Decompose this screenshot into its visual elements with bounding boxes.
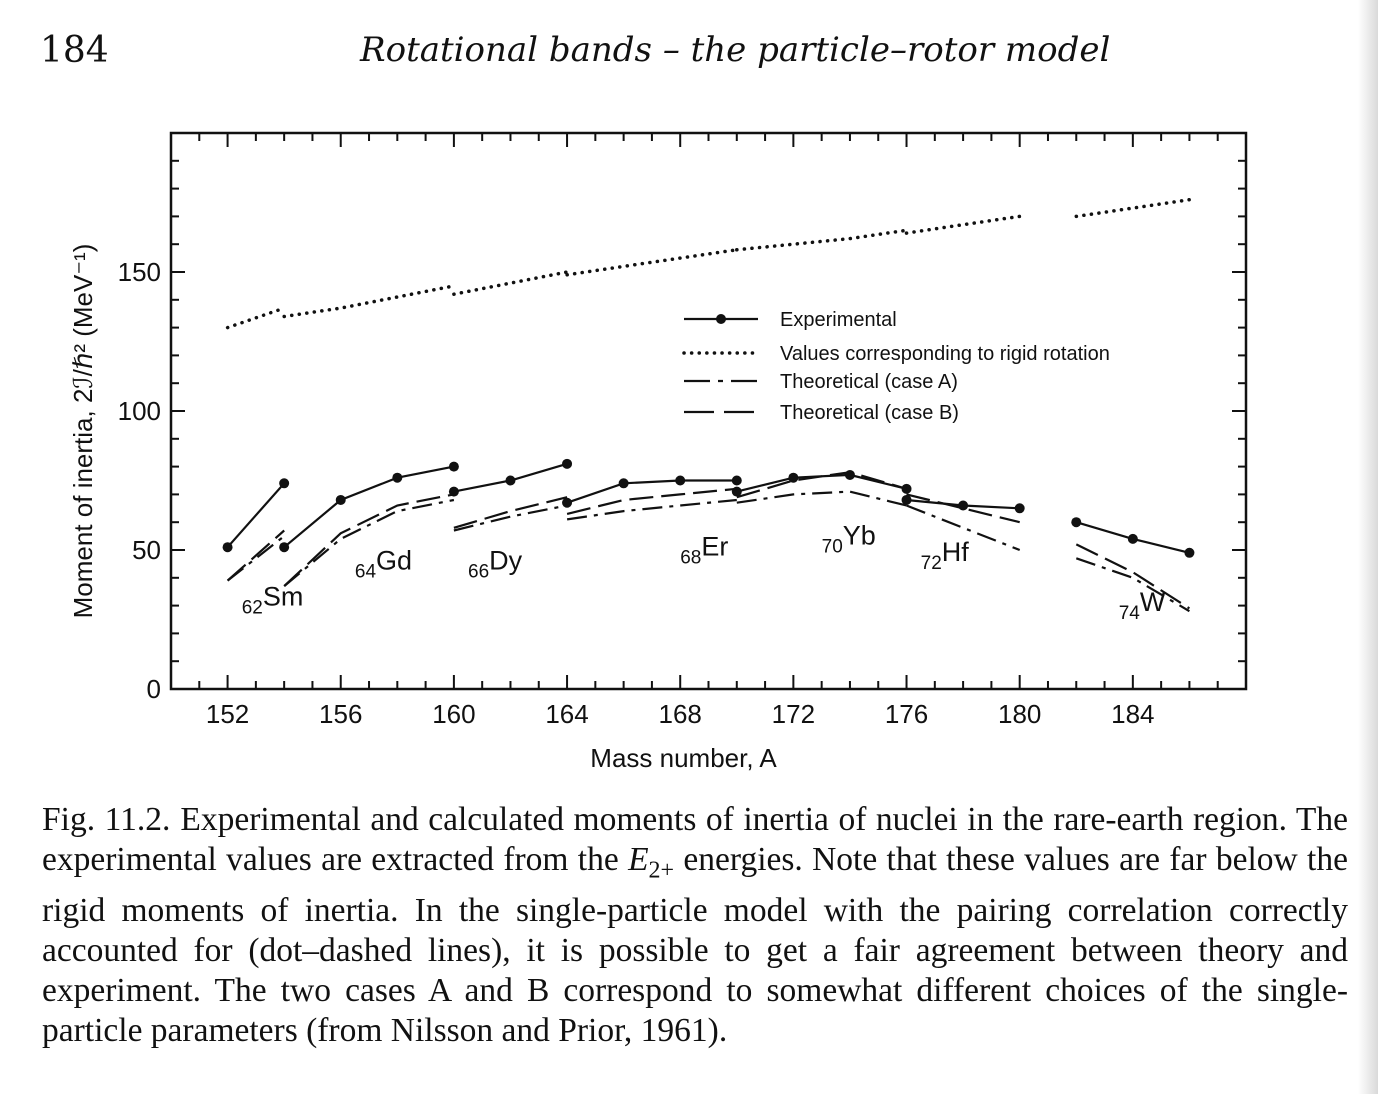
x-tick-label: 172 [772,699,815,729]
x-tick-label: 180 [998,699,1041,729]
rigid-line [565,248,739,277]
caseA-line [736,490,907,507]
caseB-line [453,496,568,529]
experimental-point [1127,533,1138,544]
x-tick-label: 156 [319,699,362,729]
caseB-line [226,529,285,582]
x-tick-label: 184 [1111,699,1154,729]
rigid-line [735,228,909,252]
experimental-line [226,482,286,548]
experimental-point [222,542,233,553]
rigid-line [225,306,286,330]
experimental-point [901,483,912,494]
x-axis-label: Mass number, A [590,743,777,773]
element-label: 64Gd [355,545,412,582]
experimental-point [335,494,346,505]
caseB-line [1075,543,1190,610]
experimental-line [283,465,455,549]
rigid-line [452,270,569,296]
experimental-line [566,479,737,504]
caseA-line [1075,557,1190,613]
running-head: Rotational bands – the particle–rotor mo… [360,30,1111,70]
caseB-line [736,471,907,499]
energy-subscript: 2+ [648,857,675,884]
x-tick-label: 160 [432,699,475,729]
figure-caption: Fig. 11.2. Experimental and calculated mo… [42,800,1348,1051]
caseB-line [283,493,455,587]
legend-label: Theoretical (case A) [780,371,958,393]
y-tick-label: 50 [132,535,161,565]
caseA-line [283,498,455,587]
experimental-point [788,472,799,483]
page-edge-shadow [1358,0,1378,1094]
caseA-line [566,498,737,521]
experimental-point [279,542,290,553]
caption-text-before: Experimental and calculated moments of i… [42,801,1348,878]
experimental-point [731,475,742,486]
element-label: 72Hf [921,537,970,574]
caseA-line [453,504,568,532]
rigid-line [904,214,1022,235]
figure-label: Fig. 11.2. [42,801,171,838]
rigid-line [282,284,456,319]
legend-marker [716,314,726,324]
moment-of-inertia-chart: 152 156 160 164 168 172 176 180 184 0 50 100 150 Mass… [68,131,1248,773]
element-label: 66Dy [468,545,523,582]
experimental-point [279,478,290,489]
energy-symbol: E [628,841,649,878]
element-label: 70Yb [822,520,876,557]
experimental-point [901,494,912,505]
element-label: 62Sm [242,582,304,619]
caseB-line [906,493,1020,524]
experimental-point [505,475,516,486]
page-number: 184 [40,30,109,71]
experimental-point [1071,517,1082,528]
experimental-point [562,497,573,508]
rigid-line [1074,197,1192,219]
experimental-point [675,475,686,486]
legend-label: Theoretical (case B) [780,402,959,424]
x-tick-label: 164 [545,699,588,729]
y-tick-label: 0 [147,674,161,704]
element-label: 68Er [680,532,728,569]
caption-text-after: energies. Note that these values are far… [42,841,1348,1049]
y-tick-label: 150 [118,257,161,287]
legend-label: Values corresponding to rigid rotation [780,343,1110,365]
experimental-point [958,500,969,511]
experimental-point [448,461,459,472]
y-axis-label: Moment of inertia, 2ℐ/ℏ² (MeV⁻¹) [68,244,98,619]
experimental-point [392,472,403,483]
experimental-point [562,458,573,469]
experimental-point [618,478,629,489]
y-tick-label: 100 [118,396,161,426]
x-tick-label: 176 [885,699,928,729]
legend: Experimental Values corresponding to rigi… [682,309,1110,424]
caseB-line [566,487,737,515]
experimental-point [1184,547,1195,558]
legend-label: Experimental [780,309,897,331]
experimental-point [1014,503,1025,514]
element-label: 74W [1119,587,1166,624]
x-tick-label: 168 [659,699,702,729]
x-tick-label: 152 [206,699,249,729]
